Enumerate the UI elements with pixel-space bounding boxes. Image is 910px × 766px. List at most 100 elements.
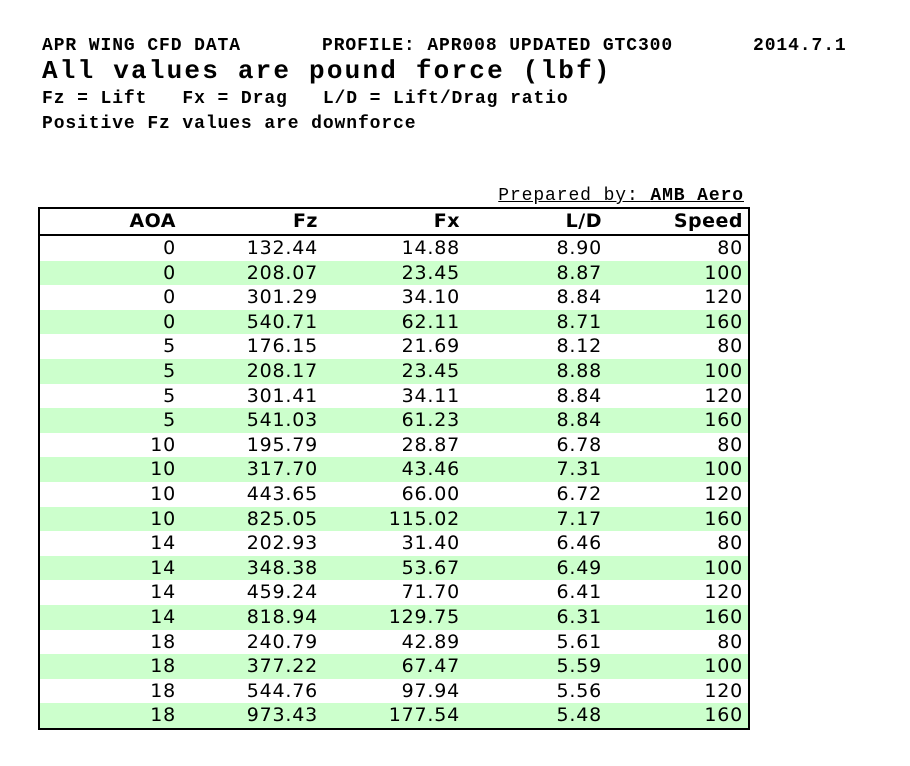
cell-speed: 100 (704, 458, 743, 481)
cell-fz: 176.15 (246, 335, 318, 358)
profile-label: PROFILE: APR008 UPDATED GTC300 (322, 36, 674, 56)
cell-l-d: 5.48 (556, 704, 602, 727)
cell-fx: 23.45 (401, 261, 460, 284)
cell-l-d: 8.90 (556, 237, 602, 259)
column-header-fz: Fz (181, 208, 323, 236)
cell-fz: 541.03 (246, 409, 318, 432)
report-date: 2014.7.1 (753, 36, 847, 56)
cell-fz: 544.76 (246, 679, 318, 702)
cell-fx: 97.94 (401, 679, 460, 702)
cfd-data-table: AOA Fz Fx L/D Speed 0 132.44 14.88 8.90 80 0 208.0… (38, 207, 750, 730)
cell-aoa: 5 (163, 384, 176, 407)
cell-l-d: 8.71 (556, 310, 602, 333)
cell-speed: 160 (704, 704, 743, 727)
cell-l-d: 8.87 (556, 261, 602, 284)
report-title: APR WING CFD DATA (42, 36, 241, 56)
table-row: 18 240.79 42.89 5.61 80 (39, 629, 749, 655)
cell-fz: 202.93 (246, 532, 318, 555)
table-row: 10 317.70 43.46 7.31 100 (39, 457, 749, 482)
cell-fx: 67.47 (401, 655, 460, 678)
cell-aoa: 5 (163, 409, 176, 432)
cell-speed: 80 (717, 335, 743, 358)
cell-fx: 21.69 (401, 335, 460, 358)
cell-aoa: 18 (150, 630, 176, 653)
prepared-by-line: Prepared by: AMB Aero (38, 186, 744, 206)
cell-speed: 120 (704, 482, 743, 505)
legend-line: Fz = Lift Fx = Drag L/D = Lift/Drag rati… (42, 89, 569, 109)
table-row: 5 541.03 61.23 8.84 160 (39, 408, 749, 433)
cell-fz: 348.38 (246, 556, 318, 579)
cell-speed: 160 (704, 605, 743, 628)
cell-fz: 240.79 (246, 630, 318, 653)
cell-speed: 80 (717, 532, 743, 555)
cell-speed: 160 (704, 409, 743, 432)
cell-fz: 132.44 (246, 237, 318, 259)
cell-aoa: 0 (163, 310, 176, 333)
cell-fz: 301.41 (246, 384, 318, 407)
cell-fz: 301.29 (246, 286, 318, 309)
table-row: 5 301.41 34.11 8.84 120 (39, 383, 749, 409)
cell-fz: 443.65 (246, 482, 318, 505)
cell-l-d: 7.17 (556, 507, 602, 530)
column-header-aoa: AOA (39, 208, 181, 236)
table-row: 18 377.22 67.47 5.59 100 (39, 654, 749, 679)
table-row: 0 208.07 23.45 8.87 100 (39, 260, 749, 286)
cell-aoa: 10 (150, 507, 176, 530)
cell-speed: 120 (704, 286, 743, 309)
cell-fz: 208.07 (246, 261, 318, 284)
cell-fx: 129.75 (388, 605, 460, 628)
cell-fx: 43.46 (401, 458, 460, 481)
cell-speed: 80 (717, 630, 743, 653)
table-row: 14 459.24 71.70 6.41 120 (39, 580, 749, 605)
cell-fx: 34.10 (401, 286, 460, 309)
table-row: 0 301.29 34.10 8.84 120 (39, 285, 749, 310)
prepared-by-value: AMB Aero (650, 186, 744, 206)
cell-l-d: 5.56 (556, 679, 602, 702)
cell-fx: 115.02 (388, 507, 460, 530)
cell-aoa: 0 (163, 286, 176, 309)
report-header-line: APR WING CFD DATA PROFILE: APR008 UPDATE… (0, 36, 910, 58)
table-row: 5 176.15 21.69 8.12 80 (39, 334, 749, 359)
cell-aoa: 14 (150, 581, 176, 604)
cell-fz: 377.22 (246, 655, 318, 678)
downforce-note: Positive Fz values are downforce (42, 114, 417, 134)
cell-l-d: 6.49 (556, 556, 602, 579)
cell-aoa: 10 (150, 458, 176, 481)
table-row: 5 208.17 23.45 8.88 100 (39, 358, 749, 384)
cell-l-d: 6.31 (556, 605, 602, 628)
column-header-fx: Fx (323, 208, 465, 236)
cell-fx: 53.67 (401, 556, 460, 579)
cell-fx: 34.11 (401, 384, 460, 407)
table-row: 14 202.93 31.40 6.46 80 (39, 531, 749, 556)
table-row: 10 195.79 28.87 6.78 80 (39, 432, 749, 458)
cell-aoa: 5 (163, 359, 176, 382)
cell-fz: 459.24 (246, 581, 318, 604)
cell-fz: 540.71 (246, 310, 318, 333)
cell-fx: 66.00 (401, 482, 460, 505)
cell-l-d: 8.84 (556, 384, 602, 407)
cell-fz: 317.70 (246, 458, 318, 481)
cell-l-d: 7.31 (556, 458, 602, 481)
cell-speed: 100 (704, 655, 743, 678)
cell-aoa: 18 (150, 679, 176, 702)
cell-l-d: 8.88 (556, 359, 602, 382)
cell-aoa: 10 (150, 482, 176, 505)
cell-l-d: 6.41 (556, 581, 602, 604)
cell-speed: 80 (717, 433, 743, 456)
table-row: 10 443.65 66.00 6.72 120 (39, 481, 749, 507)
cell-fx: 62.11 (401, 310, 460, 333)
cell-speed: 100 (704, 261, 743, 284)
cell-fx: 23.45 (401, 359, 460, 382)
table-header-row: AOA Fz Fx L/D Speed (39, 208, 749, 236)
cell-aoa: 14 (150, 605, 176, 628)
cell-fx: 177.54 (388, 704, 460, 727)
column-header-l-d: L/D (465, 208, 607, 236)
table-row: 10 825.05 115.02 7.17 160 (39, 506, 749, 532)
column-header-speed: Speed (607, 208, 749, 236)
cell-l-d: 5.61 (556, 630, 602, 653)
cell-aoa: 18 (150, 704, 176, 727)
cell-aoa: 14 (150, 556, 176, 579)
cell-speed: 120 (704, 384, 743, 407)
cell-speed: 120 (704, 581, 743, 604)
cell-fz: 208.17 (246, 359, 318, 382)
